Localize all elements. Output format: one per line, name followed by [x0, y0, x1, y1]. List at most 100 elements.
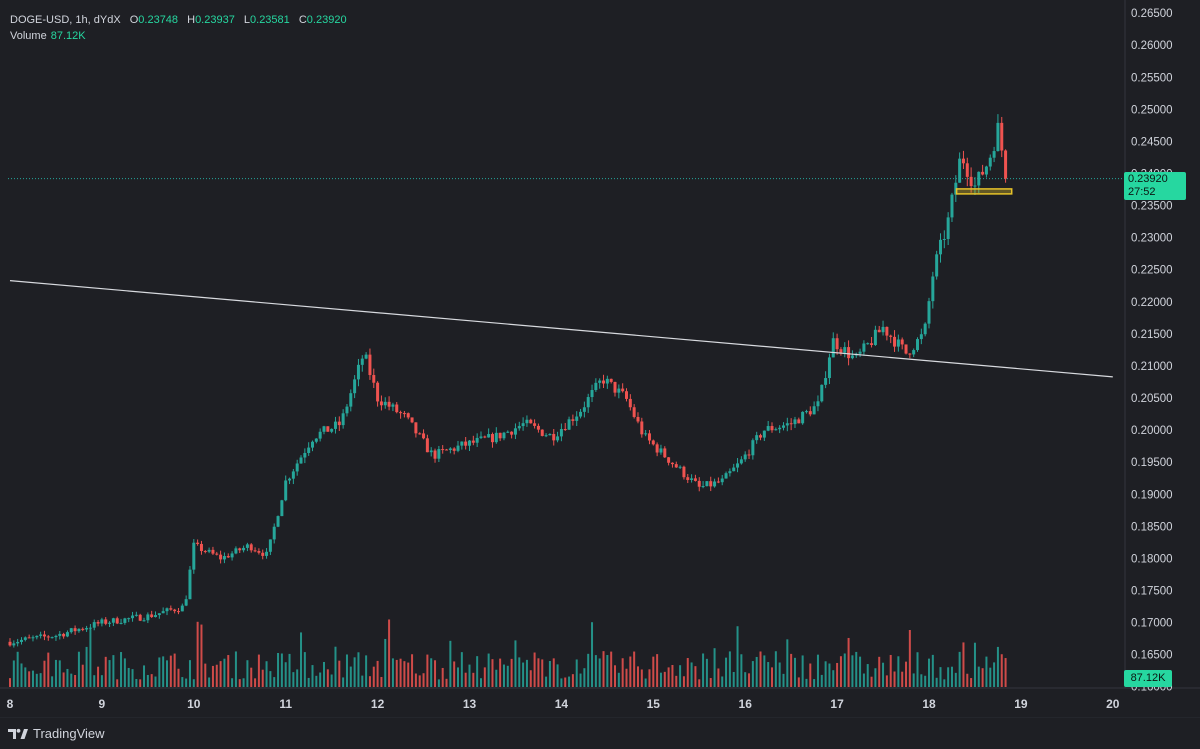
volume-bar — [659, 672, 662, 687]
volume-bar — [587, 653, 590, 687]
candle-body — [954, 182, 958, 195]
candle-body — [1000, 122, 1004, 151]
volume-bar — [571, 674, 574, 687]
volume-bar — [989, 667, 992, 687]
volume-bar — [453, 661, 456, 687]
y-tick-label: 0.25500 — [1131, 72, 1173, 84]
y-tick-label: 0.16500 — [1131, 650, 1173, 662]
volume-bar — [54, 659, 57, 687]
volume-bar — [246, 660, 249, 687]
candle-body — [961, 158, 965, 164]
volume-bar — [617, 672, 620, 687]
volume-bar — [767, 662, 770, 687]
candle-body — [410, 417, 414, 423]
candle-body — [402, 413, 406, 415]
volume-bar — [116, 679, 119, 687]
candle-body — [858, 351, 862, 354]
candle-body — [793, 419, 797, 425]
volume-bar — [705, 658, 708, 687]
candle-body — [353, 379, 357, 394]
volume-bar — [9, 678, 11, 687]
volume-bar — [322, 661, 325, 687]
volume-bar — [39, 673, 42, 687]
candle-body — [835, 338, 839, 350]
candle-body — [230, 553, 234, 558]
volume-bar — [104, 656, 107, 687]
volume-bar — [644, 678, 647, 687]
candle-body — [123, 618, 127, 623]
volume-bar — [525, 659, 528, 687]
volume-bar — [315, 675, 318, 687]
volume-bar — [671, 664, 674, 687]
volume-bar — [610, 651, 613, 687]
candle-body — [958, 158, 962, 183]
candle-body — [586, 397, 590, 408]
y-tick-label: 0.19000 — [1131, 489, 1173, 501]
candle-body — [154, 615, 158, 618]
candle-body — [425, 438, 429, 453]
volume-bar — [962, 642, 965, 687]
candle-body — [284, 480, 288, 501]
candle-body — [157, 613, 161, 616]
volume-bar — [365, 655, 368, 687]
x-tick-label: 10 — [187, 697, 201, 711]
x-tick-label: 17 — [830, 697, 844, 711]
volume-bar — [778, 662, 781, 687]
candle-body — [341, 413, 345, 426]
y-tick-label: 0.25000 — [1131, 104, 1173, 116]
volume-bar — [702, 653, 705, 687]
candle-body — [536, 425, 540, 430]
candle-body — [544, 435, 548, 437]
candle-body — [35, 635, 39, 638]
volume-bar — [943, 679, 946, 687]
volume-bar — [675, 675, 678, 687]
last-price-value: 0.23920 — [1128, 173, 1168, 185]
volume-bar — [510, 658, 513, 687]
close-value: 0.23920 — [306, 14, 347, 26]
candle-body — [670, 462, 674, 465]
candle-body — [211, 549, 215, 554]
candle-body — [150, 614, 154, 618]
candle-body — [31, 637, 35, 639]
volume-bar — [303, 652, 306, 687]
tradingview-logo[interactable]: TradingView — [8, 726, 105, 741]
volume-bar — [560, 678, 563, 687]
volume-bar — [728, 651, 731, 687]
volume-bar — [755, 656, 758, 687]
volume-bar — [441, 667, 444, 687]
candle-body — [789, 423, 793, 425]
volume-bar — [89, 629, 92, 687]
volume-bar — [158, 657, 161, 687]
volume-bar — [629, 656, 632, 687]
volume-bar — [947, 667, 950, 687]
tradingview-logo-icon — [8, 728, 28, 739]
candle-body — [311, 441, 315, 448]
candle-body — [632, 407, 636, 417]
candle-body — [529, 419, 533, 424]
volume-bar — [476, 656, 479, 687]
volume-bar — [273, 677, 276, 687]
volume-bar — [931, 654, 934, 687]
volume-bar — [656, 654, 659, 687]
candle-body — [831, 338, 835, 358]
volume-bar — [326, 669, 329, 687]
candle-body — [161, 611, 165, 614]
footer-bar: TradingView — [0, 718, 1200, 749]
volume-bar — [319, 672, 322, 687]
volume-bar — [208, 677, 211, 687]
volume-bar — [973, 642, 976, 687]
candle-body — [709, 481, 713, 487]
candle-body — [8, 641, 12, 646]
candle-body — [322, 426, 326, 432]
candle-body — [173, 609, 177, 612]
candle-body — [877, 329, 881, 333]
candle-body — [429, 450, 433, 453]
candle-body — [280, 500, 284, 517]
volume-bar — [966, 673, 969, 687]
volume-bar — [330, 674, 333, 687]
candle-body — [138, 614, 142, 621]
volume-bar — [127, 667, 130, 687]
candle-body — [349, 393, 353, 407]
